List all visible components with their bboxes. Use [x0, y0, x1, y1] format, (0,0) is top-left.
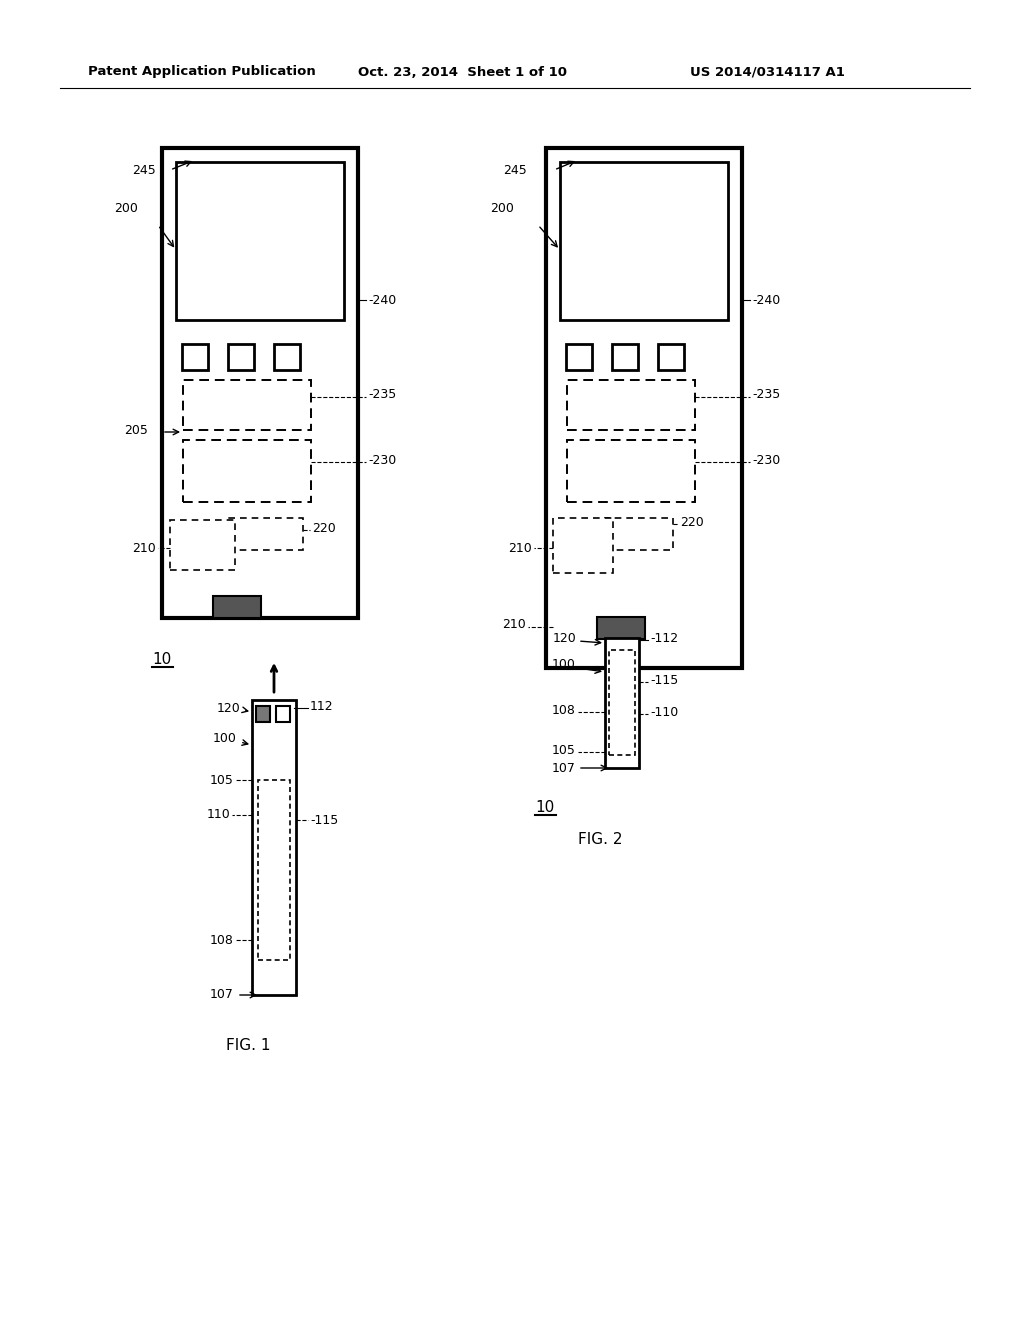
Text: US 2014/0314117 A1: US 2014/0314117 A1: [690, 66, 845, 78]
Text: Oct. 23, 2014  Sheet 1 of 10: Oct. 23, 2014 Sheet 1 of 10: [358, 66, 567, 78]
Text: Patent Application Publication: Patent Application Publication: [88, 66, 315, 78]
Bar: [183, 440, 311, 502]
Text: -115: -115: [310, 813, 338, 826]
Bar: [258, 780, 290, 960]
Bar: [605, 638, 639, 768]
Text: -230: -230: [752, 454, 780, 466]
Bar: [182, 345, 208, 370]
Text: 112: 112: [310, 700, 334, 713]
Bar: [228, 517, 303, 550]
Bar: [276, 706, 290, 722]
Bar: [256, 706, 270, 722]
Text: 108: 108: [210, 933, 234, 946]
Bar: [170, 520, 234, 570]
Text: -240: -240: [752, 293, 780, 306]
Text: 10: 10: [535, 800, 554, 816]
Bar: [597, 616, 645, 639]
Bar: [553, 517, 613, 573]
Text: -235: -235: [752, 388, 780, 401]
Text: -110: -110: [650, 705, 678, 718]
Text: 107: 107: [210, 989, 234, 1002]
Text: 220: 220: [312, 521, 336, 535]
Bar: [567, 440, 695, 502]
Text: 210: 210: [508, 541, 532, 554]
Text: FIG. 2: FIG. 2: [578, 833, 623, 847]
Bar: [252, 700, 296, 995]
Bar: [605, 517, 673, 550]
Bar: [566, 345, 592, 370]
Text: 100: 100: [552, 659, 575, 672]
Bar: [560, 162, 728, 319]
Text: -240: -240: [368, 293, 396, 306]
Text: FIG. 1: FIG. 1: [225, 1038, 270, 1052]
Text: -112: -112: [650, 631, 678, 644]
Text: 108: 108: [552, 704, 575, 717]
Bar: [658, 345, 684, 370]
Bar: [176, 162, 344, 319]
Text: 220: 220: [680, 516, 703, 528]
Text: 110: 110: [206, 808, 230, 821]
Text: 120: 120: [216, 701, 240, 714]
Text: 105: 105: [552, 743, 575, 756]
Bar: [609, 649, 635, 755]
Text: 200: 200: [490, 202, 514, 214]
Bar: [567, 380, 695, 430]
Bar: [546, 148, 742, 668]
Text: 100: 100: [213, 731, 237, 744]
Bar: [183, 380, 311, 430]
Text: 120: 120: [552, 631, 575, 644]
Text: 245: 245: [503, 164, 527, 177]
Bar: [228, 345, 254, 370]
Bar: [612, 345, 638, 370]
Text: 10: 10: [152, 652, 171, 668]
Text: 205: 205: [124, 424, 148, 437]
Bar: [274, 345, 300, 370]
Text: -235: -235: [368, 388, 396, 401]
Bar: [162, 148, 358, 618]
Bar: [213, 597, 261, 618]
Text: 107: 107: [552, 762, 575, 775]
Text: -230: -230: [368, 454, 396, 466]
Text: 210: 210: [132, 541, 156, 554]
Text: 200: 200: [114, 202, 138, 214]
Text: 245: 245: [132, 164, 156, 177]
Text: 105: 105: [210, 774, 234, 787]
Text: -115: -115: [650, 673, 678, 686]
Text: 210: 210: [502, 619, 526, 631]
